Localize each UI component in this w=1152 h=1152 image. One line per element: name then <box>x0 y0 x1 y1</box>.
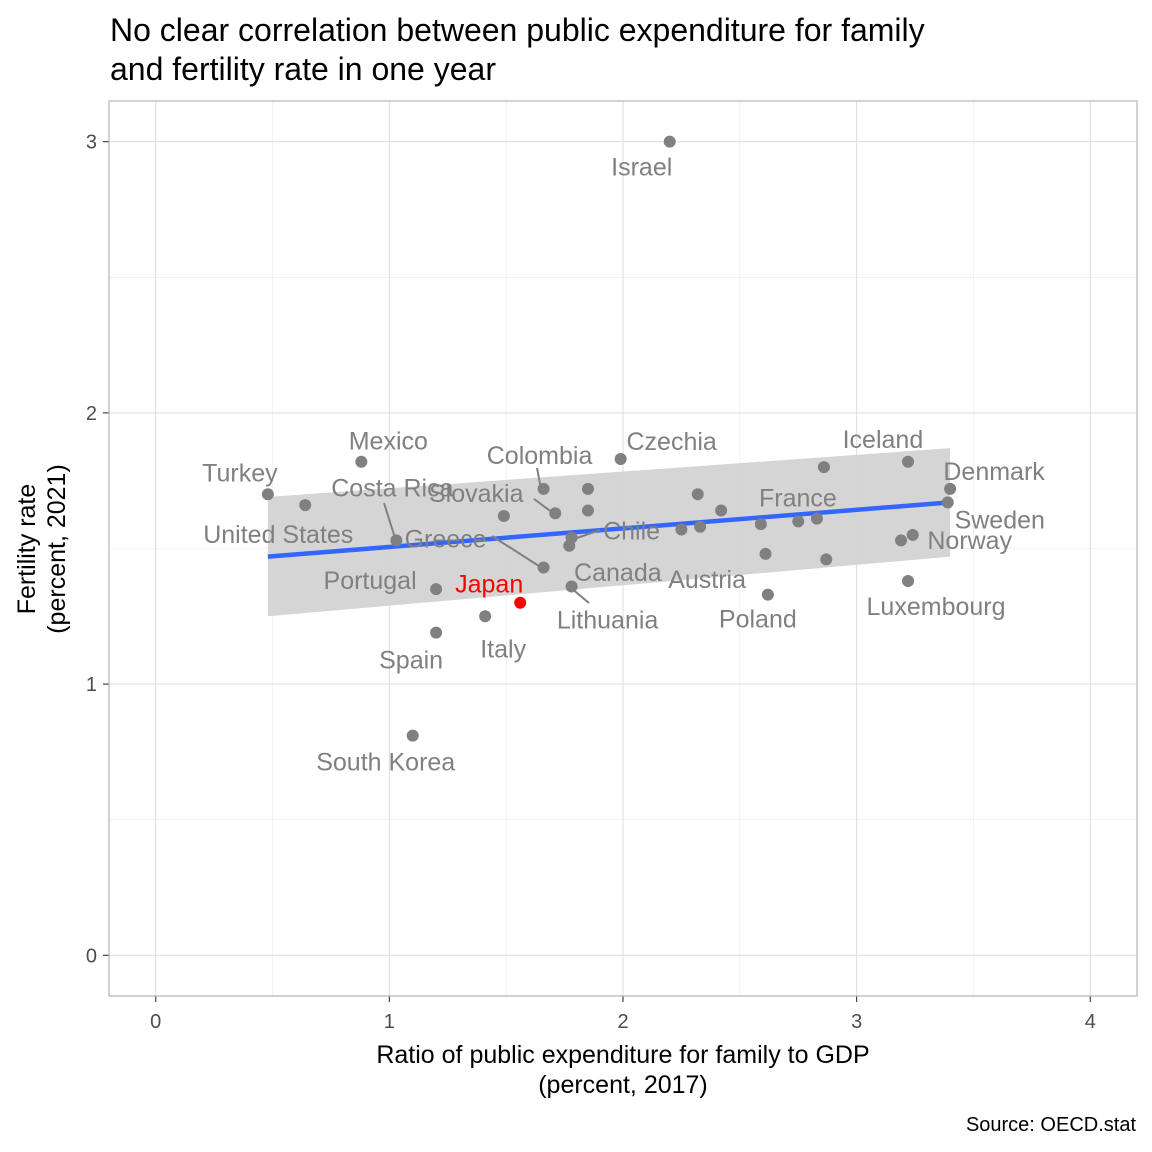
point-label: Czechia <box>626 428 716 456</box>
point-label: South Korea <box>316 749 455 777</box>
point-label: Colombia <box>487 442 593 470</box>
data-point <box>761 588 774 601</box>
point-label: Mexico <box>349 428 428 456</box>
data-point <box>565 580 578 593</box>
x-axis-title-line-2: (percent, 2017) <box>538 1071 708 1099</box>
point-label: Slovakia <box>429 480 524 508</box>
source-caption: Source: OECD.stat <box>966 1114 1137 1136</box>
point-label: Spain <box>379 647 443 675</box>
data-point <box>581 482 594 495</box>
y-axis-title: Fertility rate (percent, 2021) <box>13 464 71 634</box>
data-point <box>810 512 823 525</box>
data-point <box>479 610 492 623</box>
point-label: Canada <box>574 559 662 587</box>
y-axis-title-line-2: (percent, 2021) <box>43 464 71 634</box>
x-tick-label: 3 <box>851 1011 862 1033</box>
data-point <box>261 488 274 501</box>
label-leader-line <box>383 502 397 542</box>
data-point <box>754 518 767 531</box>
data-point <box>614 453 627 465</box>
point-label: Luxembourg <box>867 593 1006 621</box>
x-tick-label: 4 <box>1085 1011 1096 1033</box>
point-label: Japan <box>455 571 523 599</box>
y-tick-label: 1 <box>86 674 97 696</box>
x-axis-title-line-1: Ratio of public expenditure for family t… <box>376 1041 869 1069</box>
point-label: Italy <box>480 635 526 663</box>
point-label: United States <box>203 521 353 549</box>
point-label: Greece <box>405 525 487 553</box>
data-point <box>355 455 368 468</box>
y-tick-label: 0 <box>86 945 97 967</box>
trend-line <box>267 500 951 559</box>
data-point <box>497 509 510 522</box>
x-tick-label: 1 <box>384 1011 395 1033</box>
data-point <box>895 534 908 547</box>
data-point <box>694 520 707 533</box>
data-point <box>941 496 954 509</box>
point-label: Austria <box>668 566 746 594</box>
data-point <box>817 461 830 474</box>
data-point <box>902 455 915 468</box>
y-tick-label: 3 <box>86 132 97 154</box>
y-axis-title-line-1: Fertility rate <box>13 484 41 615</box>
data-point <box>906 528 919 541</box>
data-point <box>537 561 550 574</box>
data-point <box>406 729 419 742</box>
point-label: Chile <box>603 518 660 546</box>
point-label: Poland <box>719 606 797 634</box>
point-label: Costa Rica <box>331 474 453 502</box>
data-point <box>581 504 594 517</box>
data-point <box>537 482 550 495</box>
data-point <box>820 553 833 566</box>
data-point <box>549 507 562 520</box>
point-label: Iceland <box>843 426 924 454</box>
plot-area: 0 1 2 3 4 0 1 2 3 Israel Mexico Turkey United States… <box>86 100 1138 1033</box>
point-label: France <box>759 485 837 513</box>
data-point <box>759 547 772 560</box>
x-tick-label: 0 <box>150 1011 161 1033</box>
data-point <box>390 534 403 547</box>
data-point <box>675 523 688 536</box>
chart-title-line-1: No clear correlation between public expe… <box>110 12 925 48</box>
point-label: Lithuania <box>557 606 659 634</box>
x-tick-label: 2 <box>617 1011 628 1033</box>
data-point <box>430 626 443 639</box>
point-label: Norway <box>927 527 1012 555</box>
point-label: Israel <box>611 154 672 182</box>
data-point <box>663 135 676 148</box>
data-point <box>691 488 704 501</box>
point-label: Portugal <box>324 567 417 595</box>
data-point <box>299 499 312 512</box>
data-point <box>792 515 805 528</box>
data-point <box>902 575 915 588</box>
data-point <box>430 583 443 596</box>
confidence-band <box>267 448 951 617</box>
highlighted-data-point <box>514 596 527 609</box>
y-tick-label: 2 <box>86 403 97 425</box>
label-leader-line <box>491 535 543 569</box>
plot-border <box>108 100 1138 997</box>
point-label: Denmark <box>943 458 1045 486</box>
point-label: Sweden <box>955 506 1045 534</box>
point-label: Turkey <box>202 459 278 487</box>
chart-title-line-2: and fertility rate in one year <box>110 51 496 87</box>
data-point <box>563 539 576 552</box>
data-point <box>715 504 728 517</box>
data-point <box>944 482 957 495</box>
